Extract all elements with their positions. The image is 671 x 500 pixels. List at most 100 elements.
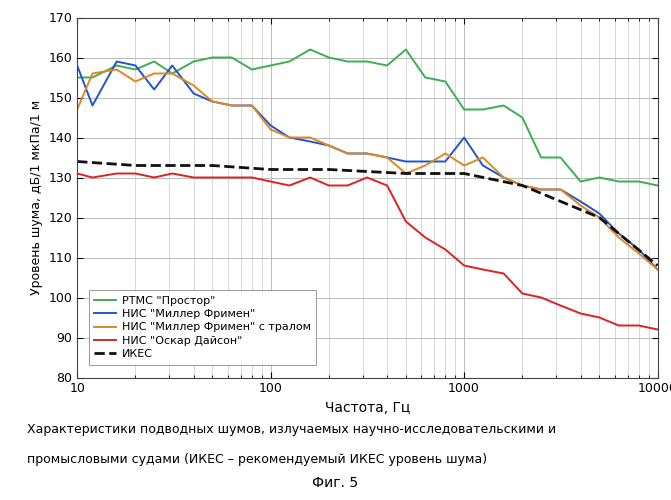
- РТМС "Простор": [363, 58, 371, 64]
- РТМС "Простор": [500, 102, 508, 108]
- НИС "Миллер Фримен": [150, 86, 158, 92]
- РТМС "Простор": [479, 106, 487, 112]
- РТМС "Простор": [89, 74, 97, 80]
- НИС "Миллер Фримен" с тралом: [460, 162, 468, 168]
- РТМС "Простор": [460, 106, 468, 112]
- НИС "Миллер Фримен": [635, 246, 643, 252]
- РТМС "Простор": [73, 74, 81, 80]
- НИС "Оскар Дайсон": [460, 262, 468, 268]
- НИС "Миллер Фримен": [442, 158, 450, 164]
- Line: НИС "Миллер Фримен" с тралом: НИС "Миллер Фримен" с тралом: [77, 70, 658, 270]
- НИС "Миллер Фримен": [168, 62, 176, 68]
- НИС "Миллер Фримен" с тралом: [576, 202, 584, 208]
- ИКЕС: [654, 262, 662, 268]
- НИС "Миллер Фримен": [73, 62, 81, 68]
- ИКЕС: [402, 170, 410, 176]
- Line: НИС "Миллер Фримен": НИС "Миллер Фримен": [77, 62, 658, 270]
- НИС "Миллер Фримен" с тралом: [73, 106, 81, 112]
- НИС "Миллер Фримен" с тралом: [190, 82, 198, 88]
- НИС "Миллер Фримен" с тралом: [421, 162, 429, 168]
- НИС "Миллер Фримен" с тралом: [325, 142, 333, 148]
- НИС "Миллер Фримен" с тралом: [344, 150, 352, 156]
- НИС "Миллер Фримен": [89, 102, 97, 108]
- НИС "Миллер Фримен": [615, 230, 623, 236]
- НИС "Миллер Фримен": [325, 142, 333, 148]
- НИС "Оскар Дайсон": [479, 266, 487, 272]
- Text: промысловыми судами (ИКЕС – рекомендуемый ИКЕС уровень шума): промысловыми судами (ИКЕС – рекомендуемы…: [27, 452, 487, 466]
- РТМС "Простор": [635, 178, 643, 184]
- РТМС "Простор": [654, 182, 662, 188]
- РТМС "Простор": [325, 54, 333, 60]
- НИС "Оскар Дайсон": [132, 170, 140, 176]
- НИС "Миллер Фримен": [383, 154, 391, 160]
- НИС "Оскар Дайсон": [500, 270, 508, 276]
- РТМС "Простор": [595, 174, 603, 180]
- НИС "Миллер Фримен": [227, 102, 236, 108]
- НИС "Миллер Фримен" с тралом: [285, 134, 293, 140]
- РТМС "Простор": [190, 58, 198, 64]
- НИС "Оскар Дайсон": [190, 174, 198, 180]
- X-axis label: Частота, Гц: Частота, Гц: [325, 401, 410, 415]
- РТМС "Простор": [383, 62, 391, 68]
- ИКЕС: [518, 182, 526, 188]
- НИС "Миллер Фримен" с тралом: [615, 234, 623, 240]
- НИС "Миллер Фримен" с тралом: [402, 170, 410, 176]
- НИС "Миллер Фримен": [285, 134, 293, 140]
- Text: Характеристики подводных шумов, излучаемых научно-исследовательскими и: Характеристики подводных шумов, излучаем…: [27, 422, 556, 436]
- НИС "Миллер Фримен": [595, 210, 603, 216]
- Line: НИС "Оскар Дайсон": НИС "Оскар Дайсон": [77, 174, 658, 330]
- НИС "Оскар Дайсон": [168, 170, 176, 176]
- НИС "Миллер Фримен": [518, 182, 526, 188]
- НИС "Оскар Дайсон": [402, 218, 410, 224]
- Y-axis label: Уровень шума, дБ/1 мкПа/1 м: Уровень шума, дБ/1 мкПа/1 м: [30, 100, 43, 295]
- НИС "Миллер Фримен": [556, 186, 564, 192]
- НИС "Оскар Дайсон": [344, 182, 352, 188]
- НИС "Миллер Фримен": [500, 174, 508, 180]
- НИС "Миллер Фримен" с тралом: [132, 78, 140, 84]
- РТМС "Простор": [556, 154, 564, 160]
- НИС "Оскар Дайсон": [73, 170, 81, 176]
- Line: ИКЕС: ИКЕС: [77, 162, 658, 266]
- РТМС "Простор": [132, 66, 140, 72]
- НИС "Оскар Дайсон": [383, 182, 391, 188]
- РТМС "Простор": [576, 178, 584, 184]
- РТМС "Простор": [113, 62, 121, 68]
- НИС "Оскар Дайсон": [537, 294, 545, 300]
- НИС "Миллер Фримен" с тралом: [168, 70, 176, 76]
- НИС "Миллер Фримен" с тралом: [537, 186, 545, 192]
- НИС "Миллер Фримен": [654, 266, 662, 272]
- РТМС "Простор": [209, 54, 217, 60]
- НИС "Оскар Дайсон": [209, 174, 217, 180]
- Line: РТМС "Простор": РТМС "Простор": [77, 50, 658, 186]
- НИС "Оскар Дайсон": [325, 182, 333, 188]
- Legend: РТМС "Простор", НИС "Миллер Фримен", НИС "Миллер Фримен" с тралом, НИС "Оскар Да: РТМС "Простор", НИС "Миллер Фримен", НИС…: [89, 290, 317, 364]
- НИС "Миллер Фримен": [363, 150, 371, 156]
- РТМС "Простор": [421, 74, 429, 80]
- РТМС "Простор": [344, 58, 352, 64]
- НИС "Миллер Фримен": [306, 138, 314, 144]
- НИС "Миллер Фримен" с тралом: [266, 126, 274, 132]
- РТМС "Простор": [537, 154, 545, 160]
- НИС "Оскар Дайсон": [248, 174, 256, 180]
- НИС "Оскар Дайсон": [442, 246, 450, 252]
- ИКЕС: [325, 166, 333, 172]
- ИКЕС: [460, 170, 468, 176]
- РТМС "Простор": [285, 58, 293, 64]
- НИС "Оскар Дайсон": [654, 326, 662, 332]
- НИС "Миллер Фримен" с тралом: [150, 70, 158, 76]
- НИС "Миллер Фримен" с тралом: [500, 174, 508, 180]
- НИС "Оскар Дайсон": [227, 174, 236, 180]
- НИС "Миллер Фримен" с тралом: [635, 250, 643, 256]
- НИС "Оскар Дайсон": [266, 178, 274, 184]
- НИС "Оскар Дайсон": [576, 310, 584, 316]
- НИС "Миллер Фримен": [209, 98, 217, 104]
- НИС "Оскар Дайсон": [615, 322, 623, 328]
- НИС "Миллер Фримен" с тралом: [595, 214, 603, 220]
- НИС "Миллер Фримен" с тралом: [442, 150, 450, 156]
- НИС "Миллер Фримен": [344, 150, 352, 156]
- НИС "Миллер Фримен": [460, 134, 468, 140]
- НИС "Миллер Фримен" с тралом: [248, 102, 256, 108]
- НИС "Оскар Дайсон": [518, 290, 526, 296]
- НИС "Миллер Фримен" с тралом: [556, 186, 564, 192]
- НИС "Миллер Фримен" с тралом: [383, 154, 391, 160]
